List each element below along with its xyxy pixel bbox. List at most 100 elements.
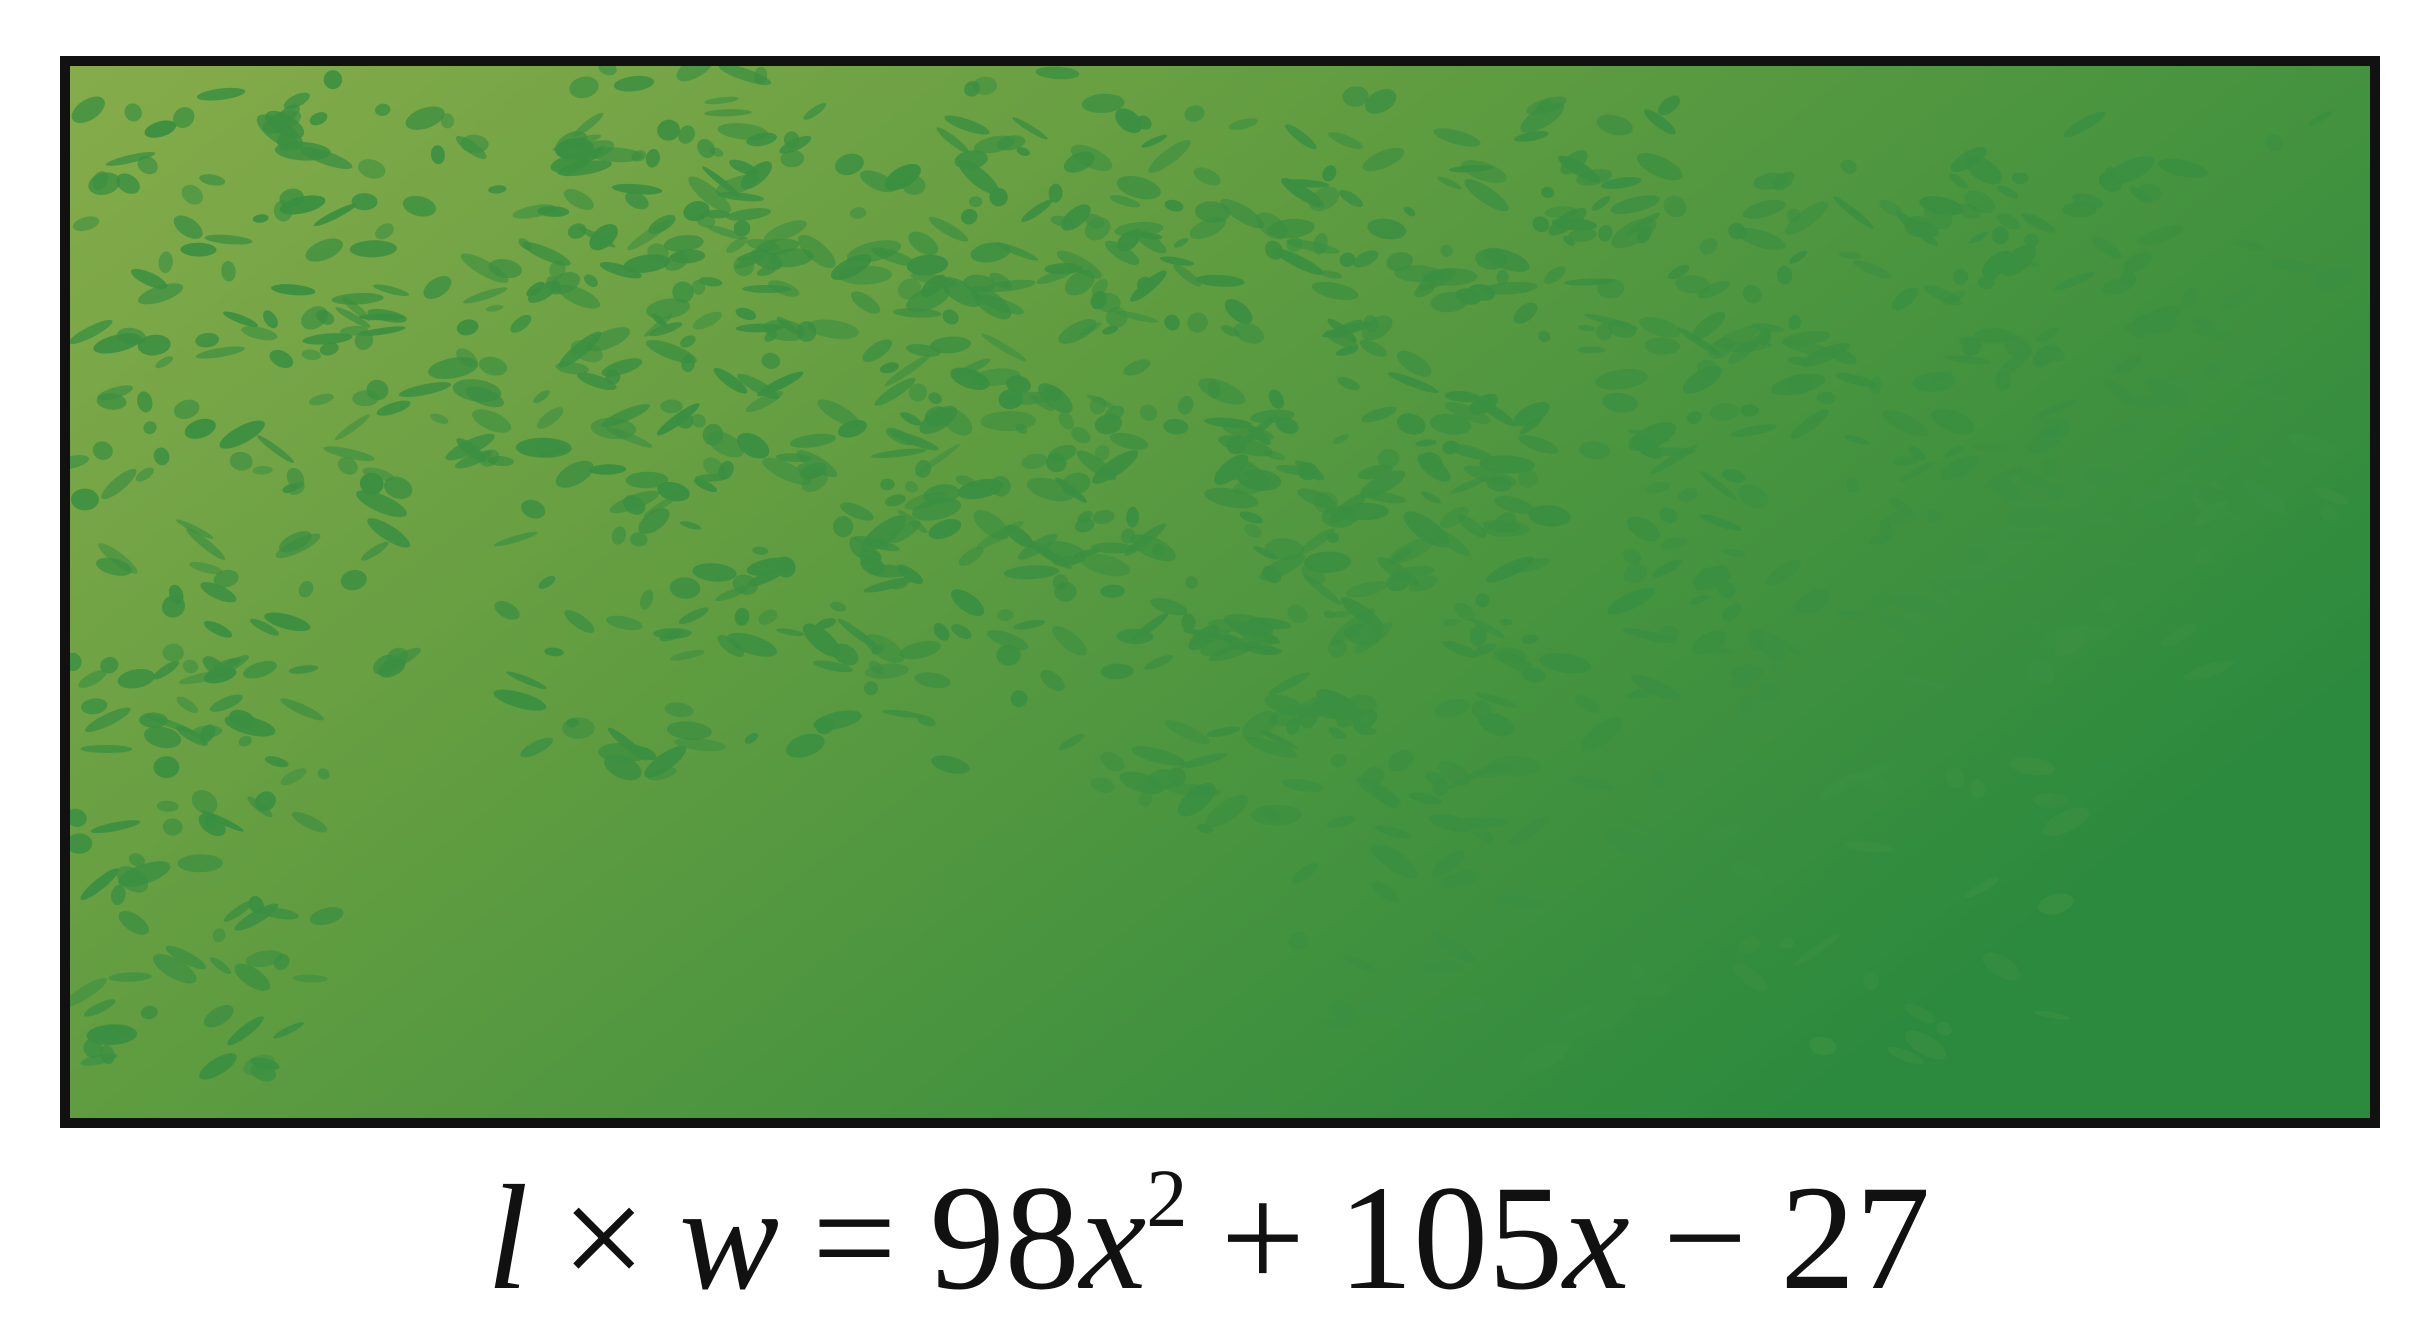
linear-coefficient: 105	[1338, 1155, 1564, 1321]
speckle	[153, 756, 180, 779]
speckle	[334, 414, 370, 441]
speckle	[70, 833, 93, 854]
speckle	[229, 709, 256, 729]
speckle	[973, 510, 1010, 540]
speckle	[2164, 374, 2180, 382]
speckle	[672, 281, 694, 303]
speckle	[1982, 952, 2021, 981]
speckle	[189, 561, 223, 575]
speckle	[1320, 270, 1343, 279]
speckle	[780, 150, 805, 168]
speckle	[1408, 792, 1442, 805]
speckle	[1435, 699, 1470, 718]
speckle	[874, 377, 916, 406]
speckle	[1729, 861, 1763, 882]
field-texture	[70, 66, 2370, 1118]
speckle	[1058, 319, 1097, 344]
speckle	[1644, 337, 1681, 355]
speckle	[1444, 391, 1480, 403]
speckle	[1058, 733, 1085, 751]
speckle	[203, 620, 233, 638]
speckle	[1437, 760, 1471, 786]
speckle	[1139, 404, 1158, 421]
speckle	[1409, 575, 1438, 592]
speckle	[1931, 408, 1975, 435]
speckle	[1697, 280, 1730, 299]
speckle	[998, 389, 1024, 410]
speckle	[746, 132, 777, 147]
speckle	[2217, 403, 2249, 415]
speckle	[1475, 248, 1508, 270]
speckle	[186, 528, 226, 560]
speckle	[144, 726, 182, 749]
speckle	[691, 279, 706, 295]
speckle	[1787, 356, 1810, 366]
speckle	[361, 541, 389, 561]
speckle	[1259, 729, 1298, 750]
speckle	[774, 556, 796, 578]
speckle	[181, 184, 204, 205]
speckle	[273, 200, 293, 222]
speckle	[768, 280, 800, 297]
speckle	[1605, 829, 1657, 858]
speckle	[669, 249, 706, 264]
speckle	[521, 499, 546, 519]
speckle	[1344, 956, 1377, 972]
speckle	[1737, 694, 1755, 713]
speckle	[494, 601, 520, 620]
speckle	[892, 308, 942, 318]
speckle	[1628, 422, 1677, 452]
speckle	[915, 443, 960, 476]
speckle	[351, 193, 378, 211]
speckle	[2288, 433, 2337, 456]
speckle	[1052, 626, 1087, 656]
speckle	[256, 435, 295, 463]
speckle	[1245, 736, 1298, 758]
speckle	[1444, 401, 1491, 424]
speckle	[563, 188, 594, 211]
speckle	[1424, 960, 1463, 975]
speckle	[546, 276, 562, 295]
speckle	[357, 159, 386, 179]
speckle	[1904, 215, 1931, 237]
speckle	[1689, 594, 1709, 605]
speckle	[263, 310, 278, 329]
times-operator: ×	[561, 1155, 646, 1321]
speckle	[952, 358, 991, 379]
speckle	[678, 607, 709, 625]
speckle	[335, 307, 371, 328]
speckle	[1692, 630, 1727, 656]
speckle	[177, 854, 223, 873]
speckle	[928, 216, 969, 242]
speckle	[763, 319, 806, 342]
speckle	[1594, 1000, 1635, 1033]
speckle	[990, 476, 1011, 497]
speckle	[2047, 483, 2065, 503]
speckle	[1521, 667, 1546, 683]
speckle	[1969, 779, 1986, 799]
speckle	[1362, 147, 1405, 172]
speckle	[1104, 405, 1125, 421]
speckle	[81, 698, 108, 715]
speckle	[2320, 505, 2338, 522]
speckle	[1100, 663, 1134, 680]
speckle	[1527, 1006, 1577, 1027]
speckle	[305, 238, 343, 262]
speckle	[1432, 850, 1465, 877]
speckle	[1233, 322, 1265, 344]
speckle	[1388, 750, 1414, 772]
speckle	[1220, 198, 1265, 229]
speckle	[92, 171, 108, 191]
speckle	[1777, 265, 1793, 285]
speckle	[2042, 807, 2090, 836]
speckle	[1429, 413, 1472, 435]
speckle	[70, 977, 107, 1008]
speckle	[1241, 636, 1276, 655]
speckle	[1090, 542, 1135, 554]
speckle	[1952, 268, 1969, 285]
speckle	[1773, 171, 1795, 191]
speckle	[313, 203, 357, 227]
speckle	[1428, 813, 1473, 832]
speckle	[2187, 427, 2237, 458]
speckle	[455, 136, 487, 159]
